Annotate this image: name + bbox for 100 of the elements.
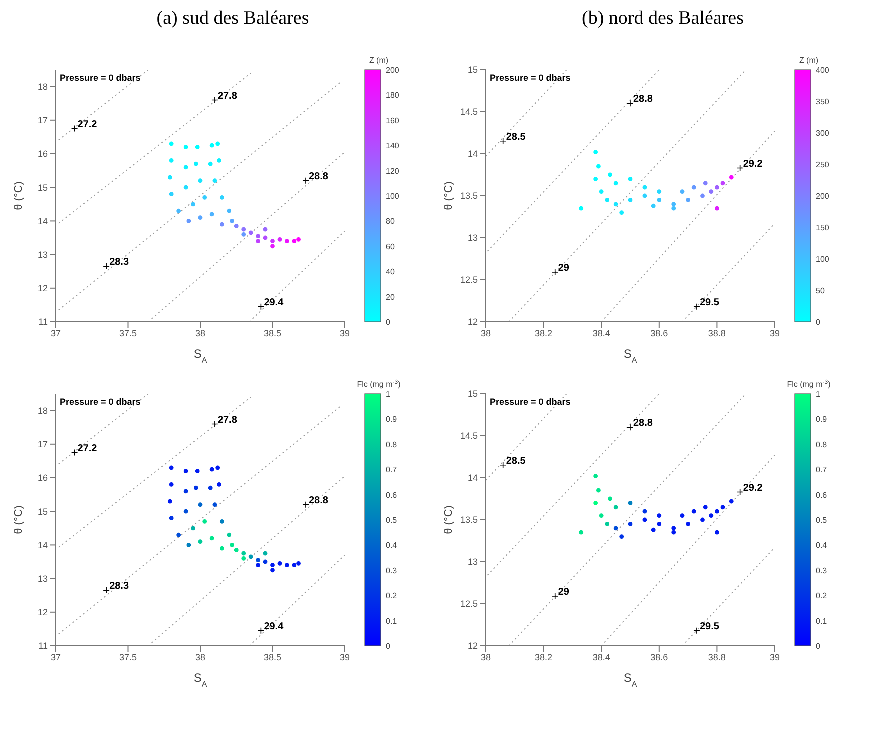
point: [579, 206, 584, 211]
color-bar-label: 0.3: [386, 566, 398, 576]
color-bar-label: 140: [386, 142, 400, 151]
point: [169, 516, 174, 521]
point: [608, 172, 612, 178]
point: [234, 224, 239, 228]
annotation: 29: [558, 262, 570, 274]
point: [227, 532, 232, 538]
point: [628, 177, 633, 182]
point: [169, 142, 174, 146]
point: [169, 158, 174, 163]
annotation: Pressure = 0 dbars: [60, 73, 141, 83]
point: [220, 195, 224, 200]
y-tick-label: 14: [468, 149, 478, 160]
point: [184, 165, 188, 170]
color-bar-label: 0.4: [386, 541, 398, 550]
x-tick-label: 39: [340, 652, 350, 662]
annotation: 28.8: [308, 495, 329, 506]
annotation: 29.4: [264, 297, 284, 308]
annotation: 27.2: [78, 443, 98, 454]
point: [198, 216, 203, 220]
point: [210, 143, 214, 148]
x-tick-label: 37: [50, 652, 62, 662]
y-tick-label: 12: [468, 317, 478, 328]
x-tick-label: 37.5: [119, 328, 138, 338]
x-tick-label: 37: [50, 328, 62, 338]
y-tick-label: 11: [38, 641, 48, 652]
y-tick-label: 18: [38, 406, 48, 416]
x-tick-label: 38.4: [592, 652, 610, 662]
x-tick-label: 38.8: [708, 328, 726, 338]
point: [614, 505, 618, 510]
point: [729, 499, 734, 504]
point: [184, 489, 188, 494]
point: [278, 561, 282, 566]
x-tick-label: 39: [770, 652, 780, 662]
point: [651, 528, 656, 532]
x-tick-label: 38: [480, 328, 492, 338]
point: [729, 175, 734, 180]
color-bar-label: 200: [386, 66, 400, 75]
annotation: 29.4: [264, 621, 284, 632]
annotation: 28.8: [308, 171, 329, 182]
point: [628, 501, 633, 506]
point: [263, 227, 268, 232]
point: [220, 546, 224, 551]
y-tick-label: 11: [38, 317, 48, 328]
point: [720, 505, 726, 510]
point: [296, 237, 301, 242]
y-tick-label: 12: [468, 641, 478, 652]
y-axis-title: θ (°C): [12, 182, 25, 210]
x-tick-label: 38.5: [264, 652, 282, 662]
x-tick-label: 38.6: [650, 328, 668, 338]
point: [217, 482, 222, 487]
point: [198, 540, 203, 544]
annotation: Pressure = 0 dbars: [60, 397, 141, 407]
y-tick-label: 18: [38, 82, 48, 92]
y-axis-title: θ (°C): [442, 182, 455, 210]
point: [212, 178, 218, 184]
point: [270, 244, 275, 249]
point: [270, 563, 275, 568]
point: [263, 560, 268, 564]
x-tick-label: 38: [480, 652, 492, 662]
color-bar-label: 160: [386, 116, 400, 126]
point: [579, 530, 584, 535]
point: [256, 239, 260, 244]
color-bar-label: 0.7: [816, 466, 828, 475]
point: [680, 190, 685, 194]
point: [651, 204, 656, 208]
point: [169, 192, 174, 197]
y-tick-label: 12.5: [460, 599, 478, 610]
y-tick-label: 14: [38, 216, 48, 226]
color-bar-label: 100: [816, 255, 830, 264]
color-bar-label: 0.3: [816, 566, 828, 576]
color-bar-label: 0.5: [386, 516, 398, 525]
y-tick-label: 14: [38, 540, 48, 550]
annotation: 29.5: [700, 621, 720, 632]
point: [657, 522, 662, 526]
point: [686, 522, 690, 526]
color-bar-label: 0.1: [386, 616, 398, 626]
point: [605, 522, 610, 526]
color-bar-label: 0.2: [386, 592, 398, 601]
point: [210, 212, 214, 217]
point: [198, 178, 203, 184]
point: [703, 181, 708, 186]
point: [198, 502, 203, 508]
point: [720, 181, 726, 186]
x-tick-label: 38.5: [264, 328, 282, 338]
color-bar-title: Z (m): [369, 56, 389, 65]
annotation: 29.2: [743, 158, 764, 170]
point: [285, 563, 290, 568]
point: [263, 551, 268, 556]
point: [210, 536, 214, 541]
point: [195, 469, 200, 474]
color-bar-label: 40: [386, 268, 396, 277]
point: [278, 237, 282, 242]
color-bar-label: 80: [386, 217, 396, 226]
point: [614, 202, 618, 207]
color-bar-label: 300: [816, 129, 830, 138]
point: [709, 190, 714, 194]
annotation: 27.8: [218, 414, 238, 426]
point: [596, 164, 601, 169]
